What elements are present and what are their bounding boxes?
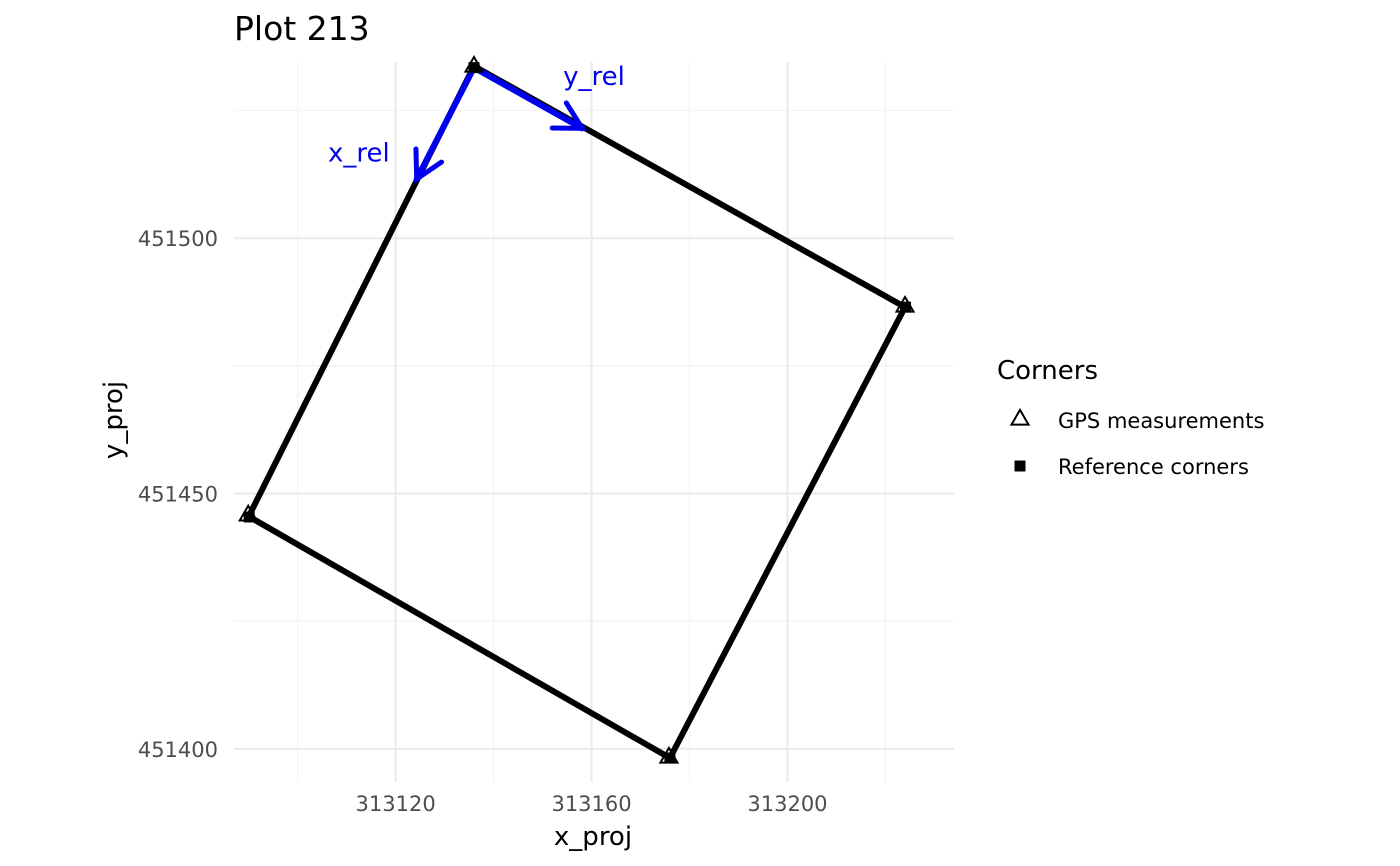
y-tick-label: 451450 xyxy=(138,482,218,506)
reference-corner-point xyxy=(900,301,912,313)
y-tick-label: 451400 xyxy=(138,738,218,762)
legend-key-square xyxy=(1014,460,1026,472)
x-tick-label: 313120 xyxy=(356,792,436,816)
reference-corner-point xyxy=(664,752,676,764)
legend-key-triangle xyxy=(1009,407,1031,426)
arrow-label: x_rel xyxy=(328,139,390,169)
x-axis-tick-labels: 313120 313160 313200 xyxy=(356,792,828,816)
x-tick-label: 313200 xyxy=(747,792,827,816)
legend-label: Reference corners xyxy=(1058,455,1249,479)
arrow-shaft xyxy=(413,64,477,182)
chart-title: Plot 213 xyxy=(234,9,370,48)
legend: Corners GPS measurements Reference corner… xyxy=(997,356,1264,479)
arrow-label: y_rel xyxy=(563,62,625,92)
y-tick-label: 451500 xyxy=(138,227,218,251)
corner-points xyxy=(237,54,916,764)
reference-corner-point xyxy=(243,511,255,523)
major-gridlines xyxy=(234,62,954,782)
x-axis-title: x_proj xyxy=(554,822,632,852)
arrow-head xyxy=(549,100,587,131)
reference-corner-point xyxy=(468,62,480,74)
y-axis-tick-labels: 451400 451450 451500 xyxy=(138,227,218,762)
arrow-head xyxy=(413,146,445,184)
arrow-shaft xyxy=(471,64,586,132)
y-axis-title: y_proj xyxy=(99,381,129,459)
orientation-arrows: x_rel y_rel xyxy=(328,62,625,184)
x-tick-label: 313160 xyxy=(551,792,631,816)
legend-label: GPS measurements xyxy=(1058,409,1264,433)
plot-outline xyxy=(245,63,909,761)
plot-outline-line xyxy=(245,63,909,761)
minor-gridlines xyxy=(234,62,954,782)
legend-title: Corners xyxy=(997,356,1098,386)
legend-entries: GPS measurements Reference corners xyxy=(1009,407,1264,479)
